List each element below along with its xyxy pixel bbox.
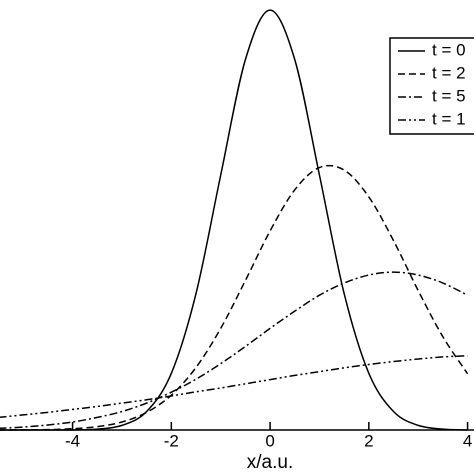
series-line	[0, 164, 469, 431]
legend-label: t = 1	[432, 109, 466, 128]
series-line	[0, 271, 468, 429]
legend-label: t = 5	[432, 86, 466, 105]
x-axis-label: x/a.u.	[247, 452, 293, 473]
series-line	[0, 354, 468, 419]
x-tick-label: -2	[164, 431, 179, 450]
legend-box	[389, 37, 474, 135]
legend-label: t = 2	[432, 63, 466, 82]
x-tick-label: 2	[364, 431, 373, 450]
x-tick-label: -4	[65, 431, 80, 450]
x-tick-label: 4	[463, 431, 472, 450]
legend-label: t = 0	[432, 40, 466, 59]
x-tick-label: 0	[265, 431, 274, 450]
series-line	[0, 9, 468, 431]
